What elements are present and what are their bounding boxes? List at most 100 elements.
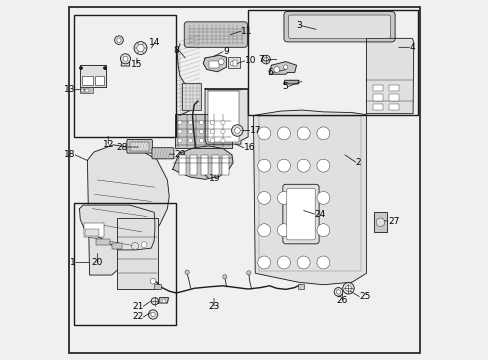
Text: 10: 10 xyxy=(244,57,256,66)
Circle shape xyxy=(273,67,279,72)
Circle shape xyxy=(316,256,329,269)
Circle shape xyxy=(222,275,226,279)
Text: 2: 2 xyxy=(355,158,361,167)
Polygon shape xyxy=(366,39,413,114)
Circle shape xyxy=(257,127,270,140)
Circle shape xyxy=(221,130,224,134)
Circle shape xyxy=(297,256,309,269)
Polygon shape xyxy=(172,146,233,179)
Text: 22: 22 xyxy=(132,312,143,321)
Circle shape xyxy=(230,61,234,66)
Circle shape xyxy=(178,138,182,143)
Circle shape xyxy=(117,38,121,42)
Bar xyxy=(190,155,197,175)
Text: 8: 8 xyxy=(173,46,179,55)
Circle shape xyxy=(345,285,351,291)
Circle shape xyxy=(221,138,224,143)
Bar xyxy=(117,218,158,289)
Text: 25: 25 xyxy=(359,292,370,301)
Bar xyxy=(211,155,218,175)
Polygon shape xyxy=(284,80,298,84)
Text: 9: 9 xyxy=(223,47,228,56)
Circle shape xyxy=(277,192,290,204)
Circle shape xyxy=(297,192,309,204)
Circle shape xyxy=(316,224,329,237)
Bar xyxy=(82,76,93,85)
Text: 17: 17 xyxy=(249,126,261,135)
Bar xyxy=(372,85,383,91)
Circle shape xyxy=(210,121,214,125)
Circle shape xyxy=(188,138,192,143)
Circle shape xyxy=(297,224,309,237)
Bar xyxy=(74,15,176,137)
Bar xyxy=(174,114,231,148)
Polygon shape xyxy=(80,65,106,87)
Circle shape xyxy=(257,192,270,204)
Circle shape xyxy=(188,121,192,125)
FancyBboxPatch shape xyxy=(152,148,174,159)
Bar xyxy=(233,59,237,66)
Circle shape xyxy=(283,65,287,69)
Text: 27: 27 xyxy=(387,217,399,226)
Circle shape xyxy=(257,256,270,269)
Circle shape xyxy=(277,127,290,140)
Text: 3: 3 xyxy=(296,21,301,30)
Bar xyxy=(94,76,103,85)
Bar xyxy=(222,155,229,175)
Circle shape xyxy=(151,312,155,317)
Circle shape xyxy=(316,192,329,204)
Circle shape xyxy=(210,130,214,134)
Circle shape xyxy=(218,59,224,64)
Circle shape xyxy=(120,54,130,64)
Circle shape xyxy=(80,67,82,69)
Text: 11: 11 xyxy=(241,27,252,36)
Text: 5: 5 xyxy=(281,82,287,91)
Bar xyxy=(80,87,93,93)
Circle shape xyxy=(264,57,267,62)
Circle shape xyxy=(277,224,290,237)
Bar xyxy=(207,91,239,142)
Circle shape xyxy=(297,159,309,172)
Circle shape xyxy=(234,128,240,134)
Text: 14: 14 xyxy=(149,38,160,47)
Circle shape xyxy=(333,288,342,296)
Circle shape xyxy=(178,130,182,134)
Circle shape xyxy=(188,130,192,134)
Circle shape xyxy=(246,271,250,275)
Circle shape xyxy=(375,218,384,226)
Text: 1: 1 xyxy=(70,258,76,267)
Text: 19: 19 xyxy=(208,174,220,183)
Circle shape xyxy=(148,310,158,319)
Bar xyxy=(208,61,219,68)
Text: 26: 26 xyxy=(336,296,347,305)
Circle shape xyxy=(150,278,156,284)
Text: 12: 12 xyxy=(102,140,114,149)
Circle shape xyxy=(297,127,309,140)
FancyBboxPatch shape xyxy=(284,12,394,42)
Text: 21: 21 xyxy=(132,302,143,311)
Bar xyxy=(85,229,99,236)
Circle shape xyxy=(261,55,270,64)
Text: 6: 6 xyxy=(267,68,273,77)
Circle shape xyxy=(210,138,214,143)
Polygon shape xyxy=(177,44,199,116)
Bar xyxy=(388,94,399,101)
Circle shape xyxy=(151,298,158,305)
Bar xyxy=(112,243,122,249)
Polygon shape xyxy=(204,89,247,144)
FancyBboxPatch shape xyxy=(288,15,389,39)
Polygon shape xyxy=(203,55,226,72)
Text: 15: 15 xyxy=(131,60,142,69)
Text: 24: 24 xyxy=(314,210,325,219)
Circle shape xyxy=(178,121,182,125)
Circle shape xyxy=(134,41,147,54)
FancyBboxPatch shape xyxy=(126,139,152,153)
Circle shape xyxy=(122,56,128,61)
Text: 23: 23 xyxy=(208,302,219,311)
Circle shape xyxy=(141,242,147,247)
Bar xyxy=(297,284,304,289)
Circle shape xyxy=(342,283,353,294)
Polygon shape xyxy=(269,62,296,74)
Bar xyxy=(81,89,84,92)
Circle shape xyxy=(137,44,144,51)
